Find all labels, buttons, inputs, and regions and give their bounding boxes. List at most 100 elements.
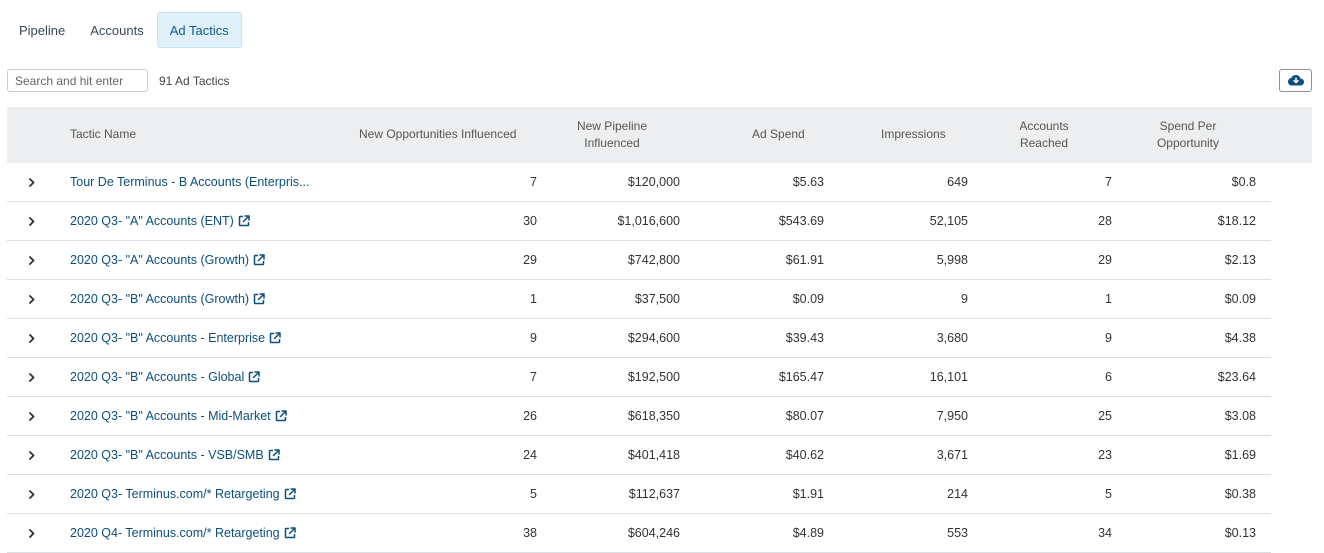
impressions-value: 16,101	[929, 370, 968, 384]
table-row: 2020 Q3- "B" Accounts - Enterprise 9 $29…	[7, 319, 1271, 358]
tactic-name-link[interactable]: Tour De Terminus - B Accounts (Enterpris…	[70, 163, 315, 201]
tactic-name-text: Tour De Terminus - B Accounts (Enterpris…	[70, 175, 310, 189]
tactic-name-link[interactable]: 2020 Q3- "B" Accounts - Global	[70, 358, 315, 396]
tactic-name-link[interactable]: 2020 Q3- "A" Accounts (ENT)	[70, 202, 315, 240]
ad-spend-value: $4.89	[792, 526, 824, 540]
external-link-icon[interactable]	[253, 254, 265, 266]
tactic-name-link[interactable]: 2020 Q3- "B" Accounts - Enterprise	[70, 319, 315, 357]
header-impressions[interactable]: Impressions	[881, 127, 946, 142]
chevron-right-icon	[29, 411, 35, 421]
ad-spend-value: $80.07	[785, 409, 824, 423]
accounts-reached-value: 25	[1098, 409, 1112, 423]
chevron-right-icon	[29, 294, 35, 304]
new-pipeline-value: $120,000	[627, 175, 680, 189]
table-row: 2020 Q3- "A" Accounts (Growth) 29 $742,8…	[7, 241, 1271, 280]
chevron-right-icon	[29, 333, 35, 343]
expand-row-button[interactable]	[27, 397, 37, 435]
tactic-name-link[interactable]: 2020 Q3- "B" Accounts (Growth)	[70, 280, 315, 318]
tab-ad-tactics[interactable]: Ad Tactics	[156, 12, 242, 48]
accounts-reached-value: 9	[1105, 331, 1112, 345]
expand-row-button[interactable]	[27, 319, 37, 357]
external-link-icon[interactable]	[269, 332, 281, 344]
tactic-name-link[interactable]: 2020 Q3- "B" Accounts - Mid-Market	[70, 397, 315, 435]
tactic-name-link[interactable]: 2020 Q3- "B" Accounts - VSB/SMB	[70, 436, 315, 474]
external-link-icon[interactable]	[275, 410, 287, 422]
new-pipeline-value: $192,500	[627, 370, 680, 384]
table-row: 2020 Q3- "A" Accounts (ENT) 30 $1,016,60…	[7, 202, 1271, 241]
accounts-reached-value: 1	[1105, 292, 1112, 306]
new-pipeline-value: $294,600	[627, 331, 680, 345]
tactic-name-text: 2020 Q4- Terminus.com/* Retargeting	[70, 526, 280, 540]
ad-spend-value: $165.47	[778, 370, 824, 384]
accounts-reached-value: 5	[1105, 487, 1112, 501]
expand-row-button[interactable]	[27, 436, 37, 474]
new-pipeline-value: $618,350	[627, 409, 680, 423]
header-tactic-name[interactable]: Tactic Name	[70, 127, 137, 142]
impressions-value: 214	[947, 487, 968, 501]
new-pipeline-value: $401,418	[627, 448, 680, 462]
accounts-reached-value: 7	[1105, 175, 1112, 189]
new-opportunities-value: 24	[523, 448, 537, 462]
expand-row-button[interactable]	[27, 475, 37, 513]
new-opportunities-value: 7	[530, 175, 537, 189]
header-spend-per-opportunity[interactable]: Spend Per Opportunity	[1156, 118, 1220, 151]
expand-row-button[interactable]	[27, 163, 37, 201]
spend-per-opportunity-value: $0.38	[1224, 487, 1256, 501]
spend-per-opportunity-value: $18.12	[1217, 214, 1256, 228]
accounts-reached-value: 6	[1105, 370, 1112, 384]
spend-per-opportunity-value: $0.13	[1224, 526, 1256, 540]
chevron-right-icon	[29, 450, 35, 460]
external-link-icon[interactable]	[253, 293, 265, 305]
expand-row-button[interactable]	[27, 202, 37, 240]
header-accounts-reached[interactable]: Accounts Reached	[1019, 118, 1069, 151]
table-row: 2020 Q3- "B" Accounts (Growth) 1 $37,500…	[7, 280, 1271, 319]
new-opportunities-value: 29	[523, 253, 537, 267]
new-pipeline-value: $112,637	[628, 487, 680, 501]
download-button[interactable]	[1279, 69, 1312, 92]
expand-row-button[interactable]	[27, 358, 37, 396]
spend-per-opportunity-value: $2.13	[1224, 253, 1256, 267]
expand-row-button[interactable]	[27, 514, 37, 552]
expand-row-button[interactable]	[27, 280, 37, 318]
spend-per-opportunity-value: $23.64	[1217, 370, 1256, 384]
ad-spend-value: $1.91	[792, 487, 824, 501]
table-row: 2020 Q3- "B" Accounts - Global 7 $192,50…	[7, 358, 1271, 397]
table-row: 2020 Q4- Terminus.com/* Retargeting 38 $…	[7, 514, 1271, 553]
expand-row-button[interactable]	[27, 241, 37, 279]
table-row: 2020 Q3- "B" Accounts - VSB/SMB 24 $401,…	[7, 436, 1271, 475]
table-row: 2020 Q3- Terminus.com/* Retargeting 5 $1…	[7, 475, 1271, 514]
spend-per-opportunity-value: $4.38	[1224, 331, 1256, 345]
new-opportunities-value: 30	[523, 214, 537, 228]
tactic-name-text: 2020 Q3- "B" Accounts - Global	[70, 370, 245, 384]
tactic-name-link[interactable]: 2020 Q4- Terminus.com/* Retargeting	[70, 514, 315, 552]
search-input[interactable]	[7, 69, 148, 92]
new-opportunities-value: 38	[523, 526, 537, 540]
external-link-icon[interactable]	[248, 371, 260, 383]
ad-spend-value: $61.91	[785, 253, 824, 267]
tactic-name-link[interactable]: 2020 Q3- "A" Accounts (Growth)	[70, 241, 315, 279]
tactic-name-text: 2020 Q3- "B" Accounts - Mid-Market	[70, 409, 271, 423]
external-link-icon[interactable]	[284, 527, 296, 539]
ad-spend-value: $39.43	[785, 331, 824, 345]
external-link-icon[interactable]	[284, 488, 296, 500]
impressions-value: 7,950	[936, 409, 968, 423]
tab-bar: Pipeline Accounts Ad Tactics	[7, 12, 243, 48]
ad-spend-value: $5.63	[792, 175, 824, 189]
tactic-name-link[interactable]: 2020 Q3- Terminus.com/* Retargeting	[70, 475, 315, 513]
tactic-name-text: 2020 Q3- "A" Accounts (ENT)	[70, 214, 234, 228]
header-ad-spend[interactable]: Ad Spend	[752, 127, 805, 142]
tab-pipeline[interactable]: Pipeline	[19, 22, 66, 38]
tab-accounts[interactable]: Accounts	[90, 22, 144, 38]
chevron-right-icon	[29, 216, 35, 226]
table-header: Tactic Name New Opportunities Influenced…	[7, 107, 1312, 163]
tactic-name-text: 2020 Q3- "B" Accounts - Enterprise	[70, 331, 266, 345]
chevron-right-icon	[29, 177, 35, 187]
accounts-reached-value: 28	[1098, 214, 1112, 228]
table-row: 2020 Q3- "B" Accounts - Mid-Market 26 $6…	[7, 397, 1271, 436]
impressions-value: 649	[947, 175, 968, 189]
header-new-pipeline[interactable]: New Pipeline Influenced	[576, 118, 648, 151]
ad-spend-value: $0.09	[792, 292, 824, 306]
external-link-icon[interactable]	[268, 449, 280, 461]
external-link-icon[interactable]	[238, 215, 250, 227]
header-new-opportunities[interactable]: New Opportunities Influenced	[359, 127, 517, 142]
